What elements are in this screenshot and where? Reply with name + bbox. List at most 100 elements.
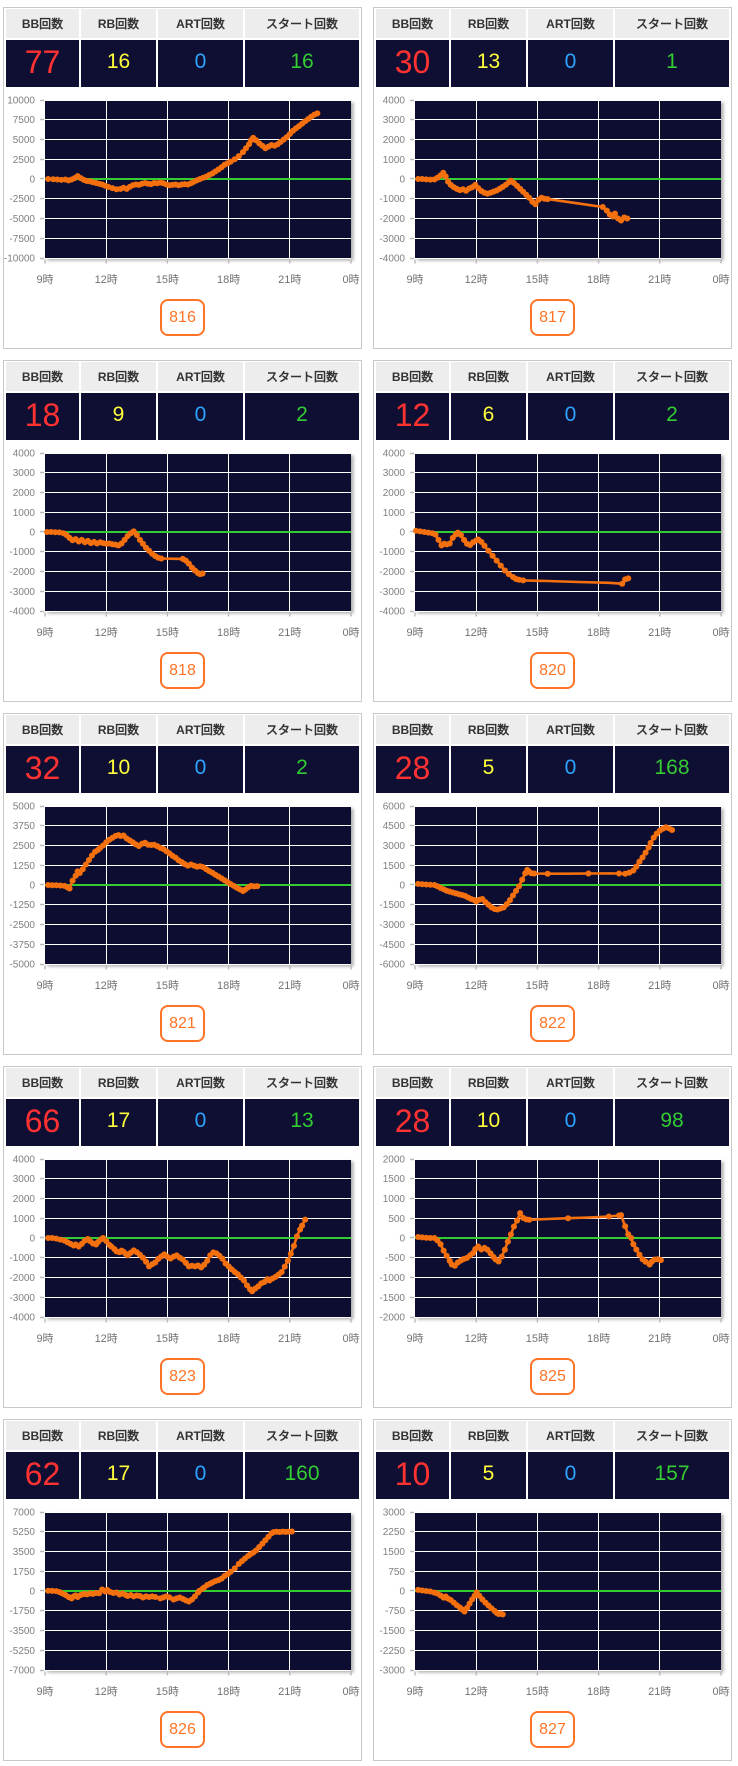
svg-text:12時: 12時 — [95, 1685, 118, 1698]
svg-text:1750: 1750 — [13, 1567, 36, 1578]
svg-text:-3750: -3750 — [9, 940, 35, 951]
svg-text:-4000: -4000 — [9, 607, 35, 618]
svg-text:-1500: -1500 — [379, 1293, 405, 1304]
svg-text:0時: 0時 — [712, 273, 729, 286]
svg-text:1000: 1000 — [13, 1214, 36, 1225]
svg-text:0: 0 — [399, 1587, 405, 1598]
svg-text:5000: 5000 — [13, 135, 36, 146]
svg-text:-1000: -1000 — [379, 1273, 405, 1284]
svg-text:-2000: -2000 — [9, 1273, 35, 1284]
svg-text:500: 500 — [388, 1214, 405, 1225]
svg-text:0時: 0時 — [342, 1685, 359, 1698]
svg-text:18時: 18時 — [587, 626, 610, 639]
svg-text:9時: 9時 — [36, 1332, 53, 1345]
svg-text:21時: 21時 — [648, 1685, 671, 1698]
svg-text:-1750: -1750 — [9, 1606, 35, 1617]
svg-text:0: 0 — [29, 528, 35, 539]
svg-text:1000: 1000 — [383, 1194, 406, 1205]
svg-text:12時: 12時 — [95, 626, 118, 639]
svg-text:18時: 18時 — [217, 1332, 240, 1345]
svg-text:-6000: -6000 — [379, 960, 405, 971]
svg-text:5250: 5250 — [13, 1527, 36, 1538]
svg-text:5000: 5000 — [13, 802, 36, 813]
svg-text:3000: 3000 — [13, 1174, 36, 1185]
svg-text:0: 0 — [29, 1234, 35, 1245]
svg-text:9時: 9時 — [406, 1685, 423, 1698]
svg-text:3000: 3000 — [383, 1508, 406, 1519]
svg-text:1500: 1500 — [383, 861, 406, 872]
svg-text:18時: 18時 — [217, 626, 240, 639]
svg-text:-7000: -7000 — [9, 1666, 35, 1677]
svg-text:0時: 0時 — [342, 273, 359, 286]
svg-text:-500: -500 — [385, 1253, 405, 1264]
svg-text:0時: 0時 — [712, 1332, 729, 1345]
svg-text:3000: 3000 — [383, 115, 406, 126]
svg-text:-5000: -5000 — [9, 214, 35, 225]
svg-text:2000: 2000 — [383, 488, 406, 499]
svg-text:12時: 12時 — [95, 979, 118, 992]
svg-text:15時: 15時 — [526, 273, 549, 286]
svg-text:21時: 21時 — [648, 979, 671, 992]
svg-text:15時: 15時 — [526, 1332, 549, 1345]
svg-text:-2000: -2000 — [379, 1313, 405, 1324]
svg-text:-2000: -2000 — [9, 567, 35, 578]
svg-text:3000: 3000 — [383, 841, 406, 852]
svg-text:-3000: -3000 — [379, 587, 405, 598]
svg-text:15時: 15時 — [526, 1685, 549, 1698]
svg-text:21時: 21時 — [278, 1332, 301, 1345]
svg-text:4000: 4000 — [383, 449, 406, 460]
svg-text:15時: 15時 — [156, 1685, 179, 1698]
svg-text:21時: 21時 — [648, 626, 671, 639]
svg-text:1250: 1250 — [13, 861, 36, 872]
svg-text:-2000: -2000 — [379, 567, 405, 578]
svg-text:-1250: -1250 — [9, 900, 35, 911]
svg-text:-2250: -2250 — [379, 1646, 405, 1657]
svg-text:9時: 9時 — [36, 626, 53, 639]
svg-text:4000: 4000 — [13, 1155, 36, 1166]
svg-text:-5250: -5250 — [9, 1646, 35, 1657]
svg-text:-5000: -5000 — [9, 960, 35, 971]
svg-text:3500: 3500 — [13, 1547, 36, 1558]
svg-text:-3000: -3000 — [9, 587, 35, 598]
svg-text:2500: 2500 — [13, 155, 36, 166]
svg-text:21時: 21時 — [648, 273, 671, 286]
svg-text:-4000: -4000 — [9, 1313, 35, 1324]
svg-text:3000: 3000 — [383, 468, 406, 479]
svg-text:-7500: -7500 — [9, 234, 35, 245]
svg-text:-3000: -3000 — [379, 234, 405, 245]
svg-text:4500: 4500 — [383, 821, 406, 832]
svg-text:2000: 2000 — [13, 1194, 36, 1205]
svg-text:21時: 21時 — [278, 979, 301, 992]
svg-text:12時: 12時 — [465, 979, 488, 992]
svg-text:10000: 10000 — [7, 96, 35, 107]
svg-text:15時: 15時 — [156, 273, 179, 286]
svg-text:4000: 4000 — [13, 449, 36, 460]
svg-text:18時: 18時 — [217, 1685, 240, 1698]
svg-text:0: 0 — [399, 528, 405, 539]
svg-text:0時: 0時 — [342, 626, 359, 639]
svg-text:9時: 9時 — [36, 273, 53, 286]
svg-text:1000: 1000 — [13, 508, 36, 519]
svg-text:18時: 18時 — [587, 1685, 610, 1698]
svg-text:15時: 15時 — [156, 1332, 179, 1345]
svg-text:-3000: -3000 — [379, 1666, 405, 1677]
svg-text:18時: 18時 — [217, 273, 240, 286]
svg-text:4000: 4000 — [383, 96, 406, 107]
svg-text:9時: 9時 — [406, 626, 423, 639]
svg-text:15時: 15時 — [156, 626, 179, 639]
svg-text:21時: 21時 — [278, 626, 301, 639]
svg-text:9時: 9時 — [36, 1685, 53, 1698]
svg-text:-4000: -4000 — [379, 254, 405, 265]
svg-text:-1000: -1000 — [9, 1253, 35, 1264]
svg-text:0時: 0時 — [712, 979, 729, 992]
svg-text:12時: 12時 — [95, 1332, 118, 1345]
svg-text:18時: 18時 — [217, 979, 240, 992]
svg-text:12時: 12時 — [465, 626, 488, 639]
svg-text:2000: 2000 — [383, 135, 406, 146]
svg-text:3750: 3750 — [13, 821, 36, 832]
svg-text:18時: 18時 — [587, 1332, 610, 1345]
svg-text:-2500: -2500 — [9, 194, 35, 205]
svg-text:15時: 15時 — [526, 979, 549, 992]
svg-text:9時: 9時 — [406, 273, 423, 286]
svg-text:0時: 0時 — [712, 626, 729, 639]
